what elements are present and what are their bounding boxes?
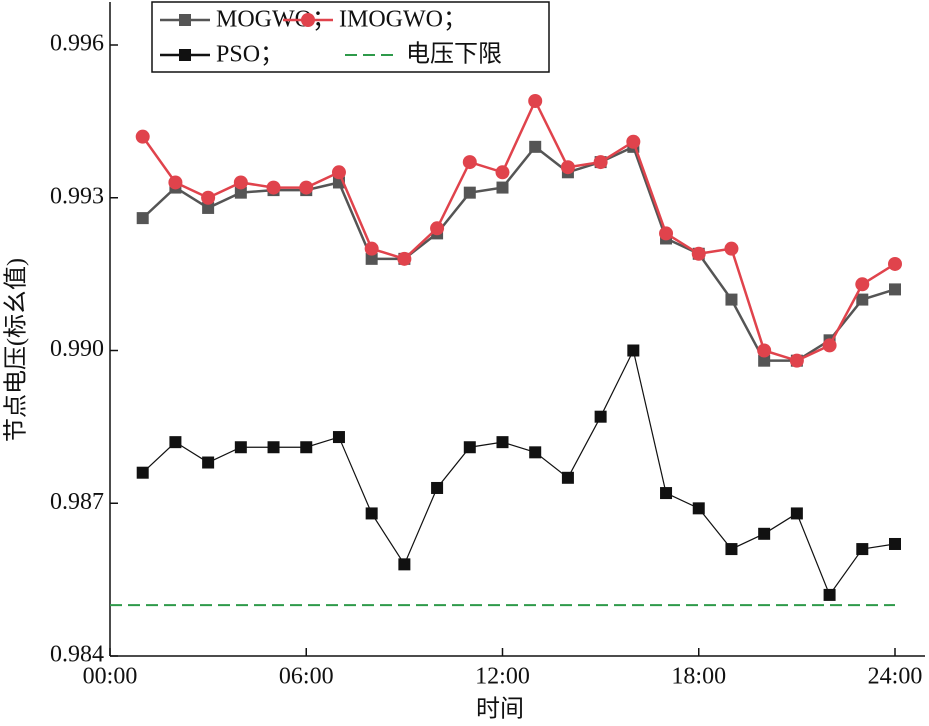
series-line — [141, 145, 896, 362]
legend-marker — [179, 14, 191, 26]
legend-marker — [179, 49, 191, 61]
x-tick-label: 00:00 — [83, 664, 138, 690]
y-tick-label: 0.984 — [50, 642, 104, 668]
data-point — [856, 293, 869, 306]
data-point — [267, 441, 280, 454]
data-point — [496, 436, 509, 449]
data-point — [758, 354, 771, 367]
data-point — [202, 456, 215, 469]
y-tick-label: 0.996 — [50, 31, 104, 57]
data-point — [789, 353, 804, 368]
data-point — [855, 277, 870, 292]
data-point — [888, 256, 902, 271]
x-tick-label: 12:00 — [475, 664, 530, 690]
data-point — [136, 466, 149, 479]
data-point — [758, 527, 771, 540]
data-point — [528, 94, 543, 109]
data-point — [136, 212, 149, 225]
data-point — [725, 543, 738, 556]
y-tick-label: 0.993 — [50, 183, 104, 209]
legend-box — [151, 1, 550, 73]
data-point — [626, 134, 641, 149]
data-point — [462, 155, 477, 170]
data-point — [266, 180, 281, 195]
data-point — [431, 481, 444, 494]
data-point — [593, 155, 608, 170]
data-point — [495, 165, 510, 180]
data-point — [365, 507, 378, 520]
data-point — [168, 175, 183, 190]
x-tick-label: 18:00 — [671, 664, 726, 690]
x-tick-label: 06:00 — [279, 664, 334, 690]
x-tick-label: 24:00 — [868, 664, 923, 690]
data-point — [496, 181, 509, 194]
data-point — [529, 446, 542, 459]
series-line — [142, 348, 896, 597]
data-point — [397, 251, 412, 266]
legend-label: 电压下限 — [406, 41, 502, 68]
data-point — [856, 543, 869, 556]
data-point — [822, 338, 837, 353]
data-point — [463, 186, 476, 199]
data-point — [202, 201, 215, 214]
series-line — [141, 98, 896, 363]
data-point — [300, 441, 313, 454]
data-point — [692, 502, 705, 515]
data-point — [724, 241, 739, 256]
data-point — [627, 344, 640, 357]
data-point — [725, 293, 738, 306]
x-axis-label: 时间 — [476, 696, 524, 723]
data-point — [331, 165, 346, 180]
legend-label: PSO； — [216, 42, 284, 68]
data-point — [660, 487, 673, 500]
data-point — [691, 246, 706, 261]
data-point — [234, 186, 247, 199]
data-point — [560, 160, 575, 175]
data-point — [757, 343, 772, 358]
data-point — [234, 441, 247, 454]
data-point — [594, 410, 607, 423]
legend-label: IMOGWO； — [339, 7, 467, 33]
data-point — [398, 558, 411, 571]
data-point — [299, 180, 314, 195]
data-point — [233, 175, 248, 190]
data-point — [364, 241, 379, 256]
data-point — [332, 431, 345, 444]
y-axis-label: 节点电压(标幺值) — [3, 258, 30, 442]
data-point — [823, 588, 836, 601]
data-point — [430, 221, 445, 236]
data-point — [201, 190, 216, 205]
data-point — [659, 226, 674, 241]
y-tick-label: 0.990 — [50, 336, 104, 362]
data-point — [529, 140, 542, 153]
data-point — [365, 252, 378, 265]
data-point — [790, 507, 803, 520]
data-point — [889, 283, 901, 296]
y-tick-label: 0.987 — [50, 489, 104, 515]
data-point — [169, 436, 182, 449]
data-point — [889, 537, 901, 550]
data-point — [135, 129, 150, 144]
data-point — [463, 441, 476, 454]
legend-marker — [301, 13, 315, 27]
data-point — [561, 471, 574, 484]
